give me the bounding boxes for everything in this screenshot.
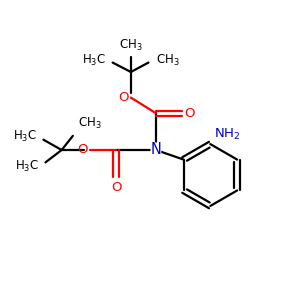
Text: NH$_2$: NH$_2$ [214, 127, 240, 142]
Text: O: O [118, 91, 128, 104]
Text: H$_3$C: H$_3$C [13, 129, 37, 144]
Text: N: N [151, 142, 161, 158]
Text: CH$_3$: CH$_3$ [156, 52, 180, 68]
Text: H$_3$C: H$_3$C [82, 52, 106, 68]
Text: O: O [111, 181, 122, 194]
Text: CH$_3$: CH$_3$ [78, 116, 102, 131]
Text: O: O [77, 143, 87, 157]
Text: H$_3$C: H$_3$C [16, 159, 40, 174]
Text: O: O [185, 107, 195, 120]
Text: CH$_3$: CH$_3$ [119, 38, 143, 53]
